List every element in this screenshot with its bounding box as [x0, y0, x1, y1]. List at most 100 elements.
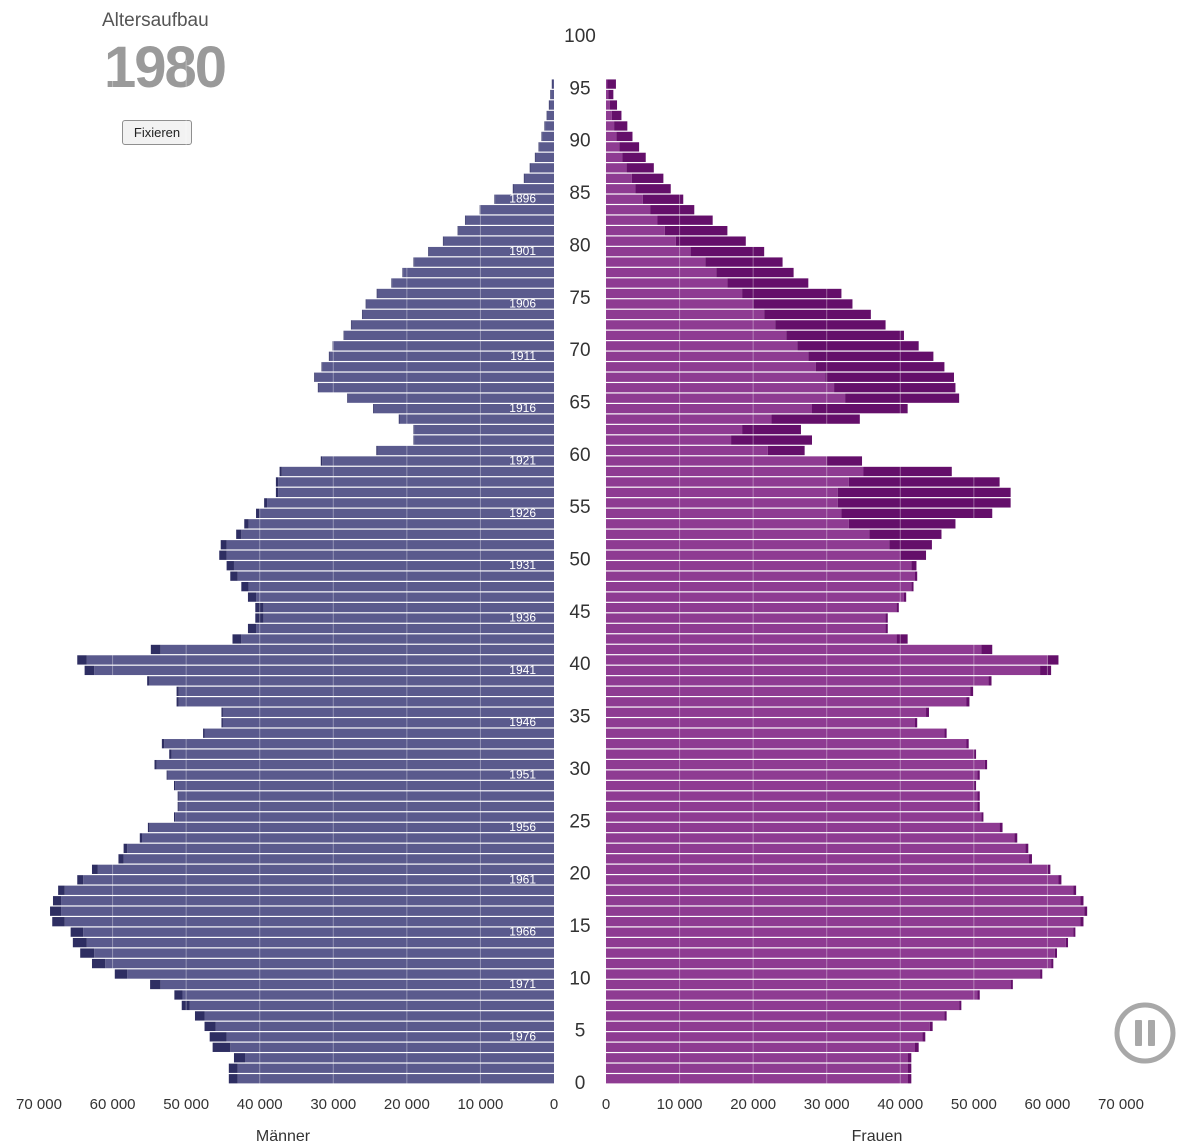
- bar-women-excess-age-37: [970, 686, 974, 696]
- bar-women-excess-age-78: [705, 257, 783, 267]
- x-tick-label-men: 70 000: [16, 1096, 62, 1113]
- bar-women-excess-age-32: [966, 739, 969, 749]
- bar-men-age-95: [552, 79, 554, 89]
- bar-women-age-14: [606, 927, 1074, 937]
- bar-women-excess-age-54: [841, 508, 993, 518]
- birth-year-label: 1926: [509, 506, 536, 520]
- bar-women-age-47: [606, 581, 912, 592]
- bar-men-excess-age-68: [321, 362, 323, 372]
- bar-women-age-70: [606, 341, 798, 351]
- bar-men-age-84: [495, 194, 554, 204]
- bar-women-excess-age-94: [608, 89, 614, 100]
- bar-women-excess-age-80: [675, 236, 746, 246]
- bar-women-age-37: [606, 686, 971, 696]
- bar-women-excess-age-67: [825, 372, 954, 382]
- bar-women-excess-age-2: [907, 1053, 912, 1063]
- bar-women-age-73: [606, 309, 765, 320]
- bar-men-excess-age-48: [230, 571, 238, 581]
- bar-men-excess-age-47: [241, 581, 249, 592]
- bar-men-age-1: [237, 1063, 554, 1073]
- x-tick-label-men: 20 000: [384, 1096, 430, 1113]
- bar-men-age-30: [156, 759, 554, 770]
- bar-men-excess-age-21: [118, 854, 124, 864]
- bar-women-excess-age-13: [1065, 937, 1069, 948]
- bar-men-age-16: [61, 906, 554, 916]
- age-tick-label: 100: [564, 26, 596, 47]
- bar-women-excess-age-20: [1047, 864, 1051, 874]
- bar-men-excess-age-75: [376, 288, 378, 299]
- bar-women-age-10: [606, 969, 1041, 979]
- bar-men-age-82: [465, 215, 554, 225]
- bar-men-excess-age-70: [332, 341, 334, 351]
- bar-men-age-72: [351, 320, 554, 330]
- age-tick-label: 10: [569, 968, 590, 989]
- x-tick-label-men: 50 000: [163, 1096, 209, 1113]
- bar-women-excess-age-86: [631, 173, 664, 183]
- bar-women-excess-age-69: [808, 351, 934, 361]
- bar-men-excess-age-85: [512, 184, 514, 194]
- bar-women-excess-age-55: [837, 498, 1011, 508]
- bar-men-excess-age-74: [365, 299, 367, 309]
- bar-women-age-78: [606, 257, 706, 267]
- age-tick-label: 50: [569, 550, 590, 571]
- bar-men-excess-age-76: [391, 278, 393, 288]
- age-tick-label: 55: [569, 497, 590, 518]
- birth-year-labels: 1976 1971 1966 1961 1956 1951 1946 1941 1936 1931…: [509, 192, 536, 1044]
- bar-women-excess-age-5: [929, 1021, 933, 1032]
- bar-men-excess-age-54: [256, 508, 260, 518]
- fix-button[interactable]: Fixieren: [122, 120, 192, 145]
- bar-women-age-74: [606, 299, 754, 309]
- bar-men-age-17: [61, 896, 554, 906]
- bar-men-excess-age-37: [176, 686, 179, 696]
- bar-men-age-21: [123, 854, 554, 864]
- bar-men-excess-age-3: [212, 1042, 231, 1052]
- bar-men-excess-age-88: [534, 152, 536, 163]
- bar-men-age-52: [241, 529, 555, 539]
- bar-men-excess-age-10: [114, 969, 128, 979]
- bar-men-excess-age-38: [147, 676, 150, 686]
- bar-men-excess-age-50: [219, 550, 227, 560]
- bar-men-age-18: [64, 885, 554, 895]
- bar-men-age-55: [267, 498, 554, 508]
- bar-women-excess-age-83: [650, 205, 695, 215]
- bar-men-excess-age-53: [244, 519, 249, 529]
- bar-women-age-4: [606, 1032, 923, 1042]
- bar-women-age-83: [606, 205, 651, 215]
- bar-men-age-36: [178, 697, 554, 707]
- bar-men-excess-age-81: [457, 226, 459, 236]
- bar-men-excess-age-44: [255, 613, 264, 623]
- bar-men-age-37: [178, 686, 554, 696]
- bar-women-excess-age-41: [981, 644, 993, 655]
- bar-men-excess-age-6: [194, 1011, 205, 1021]
- bar-men-age-71: [344, 330, 554, 341]
- birth-year-label: 1961: [509, 872, 536, 886]
- birth-year-label: 1971: [509, 977, 536, 991]
- bar-men-excess-age-9: [150, 979, 161, 990]
- bar-men-age-78: [414, 257, 554, 267]
- bar-men-excess-age-36: [176, 697, 179, 707]
- bar-men-age-29: [167, 770, 554, 780]
- age-tick-label: 45: [569, 602, 590, 623]
- bar-men-age-57: [278, 477, 554, 487]
- bar-men-excess-age-33: [203, 728, 205, 738]
- birth-year-label: 1916: [509, 401, 536, 415]
- bar-women-age-22: [606, 843, 1026, 854]
- age-tick-label: 75: [569, 288, 590, 309]
- bar-women-age-8: [606, 990, 978, 1000]
- bar-men-age-77: [403, 267, 554, 278]
- bar-men-age-64: [373, 404, 554, 414]
- bar-men-excess-age-90: [541, 131, 543, 142]
- bar-men-excess-age-93: [548, 100, 550, 110]
- bar-men-age-85: [513, 184, 554, 194]
- age-tick-label: 40: [569, 654, 590, 675]
- bar-women-excess-age-31: [973, 749, 977, 759]
- age-axis: 0 5 10 15 20 25 30 35 40 45 50 55 60 65 70 75 80 85 90 95 10…: [564, 26, 596, 1094]
- pause-button[interactable]: [1113, 1001, 1177, 1065]
- bar-men-age-56: [278, 487, 554, 498]
- bar-women-excess-age-85: [635, 184, 671, 194]
- bar-men-excess-age-40: [77, 655, 87, 665]
- grid-layer: [38, 60, 1122, 1084]
- bar-women-excess-age-12: [1054, 948, 1057, 958]
- age-tick-label: 80: [569, 235, 590, 256]
- x-tick-label-women: 50 000: [951, 1096, 997, 1113]
